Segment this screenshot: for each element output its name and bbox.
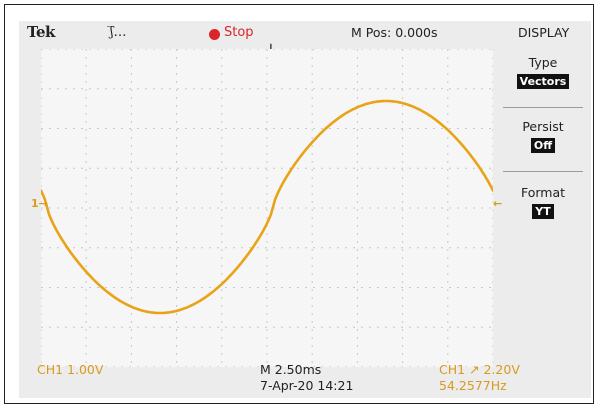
menu-item-format-value: YT bbox=[532, 204, 554, 219]
brand-logo: Tek bbox=[27, 23, 55, 41]
menu-item-type-value: Vectors bbox=[516, 74, 570, 89]
menu-item-persist-value: Off bbox=[530, 138, 556, 153]
horizontal-position-readout: M Pos: 0.000s bbox=[351, 25, 438, 40]
status-bar: Tek ʃ̅… Stop M Pos: 0.000s DISPLAY ↓ bbox=[19, 21, 591, 57]
run-state-label: Stop bbox=[224, 25, 254, 40]
frequency-readout: 54.2577Hz bbox=[439, 378, 507, 393]
channel-1-ground-marker: 1→ bbox=[31, 197, 48, 210]
menu-item-type[interactable]: Type Vectors bbox=[503, 55, 583, 89]
oscilloscope-screen: Tek ʃ̅… Stop M Pos: 0.000s DISPLAY ↓ 1→ … bbox=[19, 21, 591, 398]
waveform-graticule bbox=[41, 49, 493, 367]
menu-item-format-label: Format bbox=[520, 185, 566, 200]
screenshot-frame: Tek ʃ̅… Stop M Pos: 0.000s DISPLAY ↓ 1→ … bbox=[4, 4, 594, 404]
menu-divider bbox=[503, 171, 583, 172]
timebase-readout: M 2.50ms bbox=[260, 362, 322, 377]
channel-1-trace bbox=[41, 99, 493, 315]
menu-item-persist[interactable]: Persist Off bbox=[503, 119, 583, 153]
stop-indicator-icon bbox=[209, 29, 220, 40]
trigger-info-readout: CH1 ↗ 2.20V bbox=[439, 362, 520, 377]
menu-item-format[interactable]: Format YT bbox=[503, 185, 583, 219]
menu-title: DISPLAY bbox=[518, 25, 570, 40]
waveform-display bbox=[41, 49, 493, 367]
channel-1-scale-readout: CH1 1.00V bbox=[37, 362, 104, 377]
menu-item-type-label: Type bbox=[528, 55, 558, 70]
trigger-mode-indicator: ʃ̅… bbox=[110, 25, 127, 40]
menu-divider bbox=[503, 107, 583, 108]
menu-item-persist-label: Persist bbox=[522, 119, 564, 134]
date-time-readout: 7-Apr-20 14:21 bbox=[260, 378, 354, 393]
trigger-level-marker: ← bbox=[493, 197, 503, 210]
